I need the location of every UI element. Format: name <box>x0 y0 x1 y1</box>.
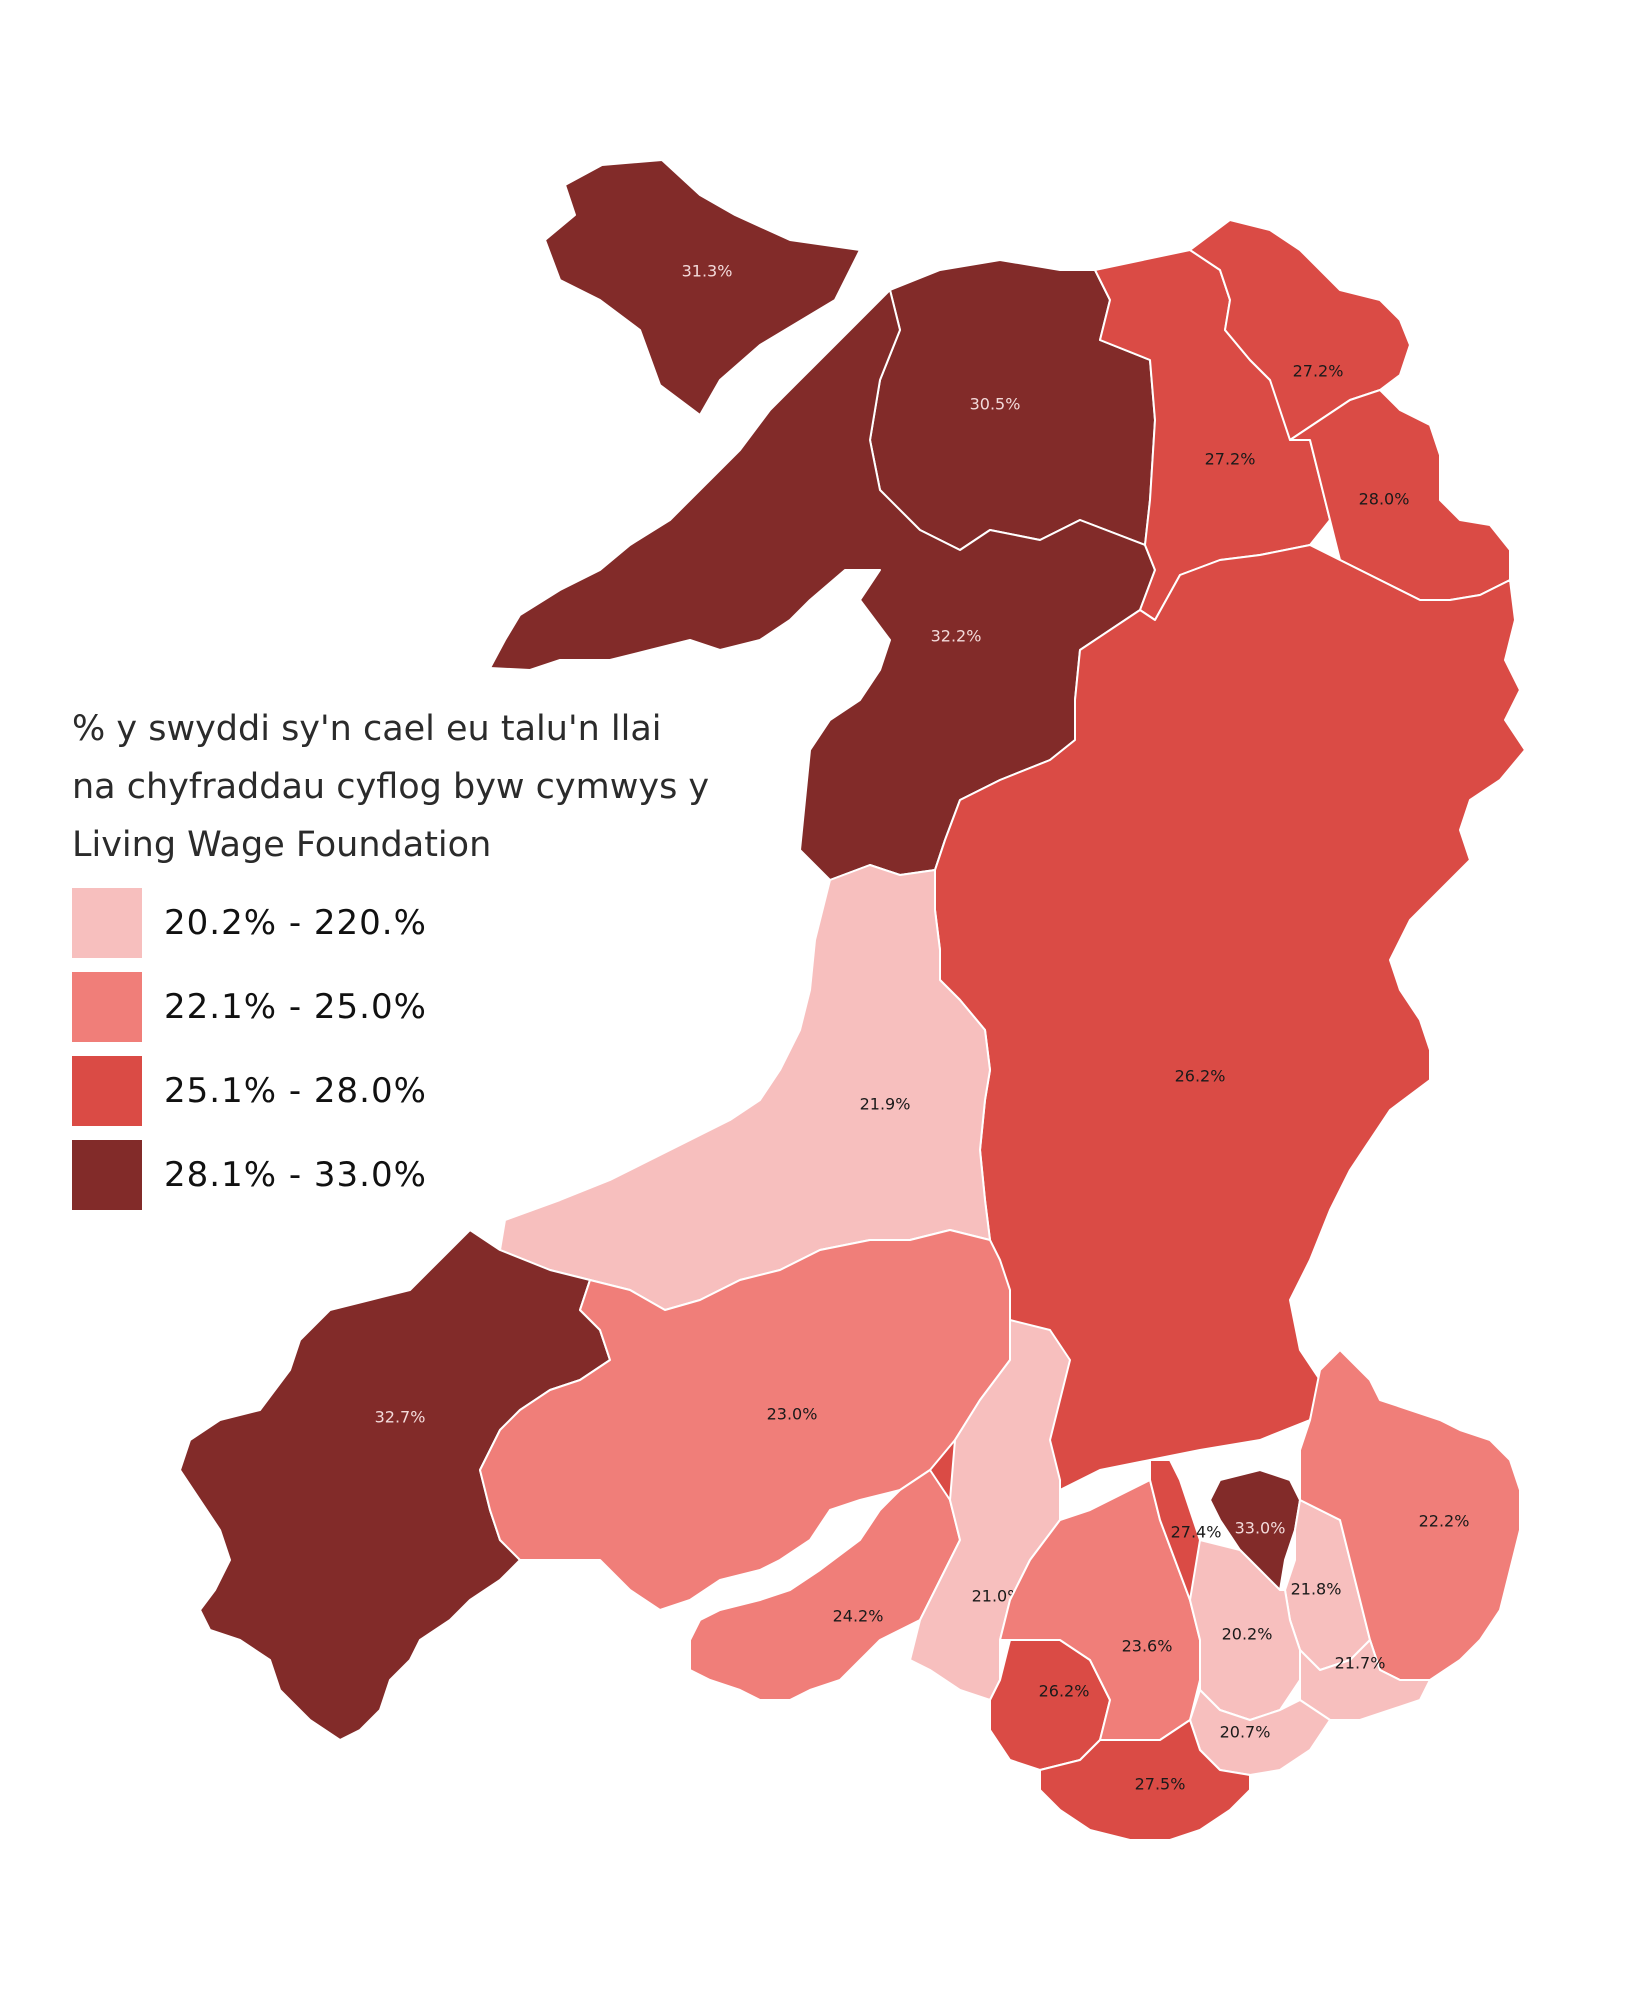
region-label: 26.2% <box>1175 1067 1226 1086</box>
legend-title: % y swyddi sy'n cael eu talu'n llai na c… <box>72 709 710 865</box>
legend-label: 22.1% - 25.0% <box>164 987 427 1027</box>
legend-swatch <box>72 972 142 1042</box>
legend-item: 20.2% - 220.% <box>72 888 427 958</box>
region-carmarthenshire[interactable]: 23.0% <box>479 1229 1011 1611</box>
region-label: 32.7% <box>375 1408 426 1427</box>
region-label: 23.0% <box>767 1405 818 1424</box>
legend-item: 25.1% - 28.0% <box>72 1056 427 1126</box>
region-label: 27.2% <box>1205 450 1256 469</box>
region-label: 21.9% <box>860 1095 911 1114</box>
region-label: 21.8% <box>1291 1580 1342 1599</box>
region-label: 27.5% <box>1135 1775 1186 1794</box>
region-label: 21.7% <box>1335 1654 1386 1673</box>
legend: 20.2% - 220.% 22.1% - 25.0% 25.1% - 28.0… <box>72 888 427 1224</box>
legend-label: 28.1% - 33.0% <box>164 1155 427 1195</box>
region-label: 33.0% <box>1235 1519 1286 1538</box>
legend-swatch <box>72 888 142 958</box>
region-label: 20.7% <box>1220 1723 1271 1742</box>
region-cardiff[interactable]: 20.7% <box>1189 1689 1331 1776</box>
region-blaenau-gwent[interactable]: 33.0% <box>1209 1469 1301 1591</box>
region-newport[interactable]: 21.7% <box>1299 1639 1431 1721</box>
legend-label: 20.2% - 220.% <box>164 903 427 943</box>
region-label: 22.2% <box>1419 1512 1470 1531</box>
legend-swatch <box>72 1056 142 1126</box>
region-label: 28.0% <box>1359 490 1410 509</box>
region-label: 24.2% <box>833 1607 884 1626</box>
region-label: 26.2% <box>1039 1682 1090 1701</box>
region-caerphilly[interactable]: 20.2% <box>1189 1539 1301 1721</box>
region-gwynedd[interactable]: 32.2% <box>489 289 1156 881</box>
region-label: 20.2% <box>1222 1625 1273 1644</box>
region-label: 31.3% <box>682 262 733 281</box>
legend-item: 22.1% - 25.0% <box>72 972 427 1042</box>
region-label: 32.2% <box>931 627 982 646</box>
region-wrexham[interactable]: 28.0% <box>1289 389 1511 601</box>
legend-label: 25.1% - 28.0% <box>164 1071 427 1111</box>
region-label: 23.6% <box>1122 1637 1173 1656</box>
region-anglesey[interactable]: 31.3% <box>544 159 861 416</box>
legend-item: 28.1% - 33.0% <box>72 1140 427 1210</box>
region-label: 27.4% <box>1171 1523 1222 1542</box>
region-vale-of-glamorgan[interactable]: 27.5% <box>1039 1719 1251 1841</box>
region-label: 30.5% <box>970 395 1021 414</box>
legend-swatch <box>72 1140 142 1210</box>
region-monmouthshire[interactable]: 22.2% <box>1299 1349 1521 1681</box>
region-label: 27.2% <box>1293 362 1344 381</box>
